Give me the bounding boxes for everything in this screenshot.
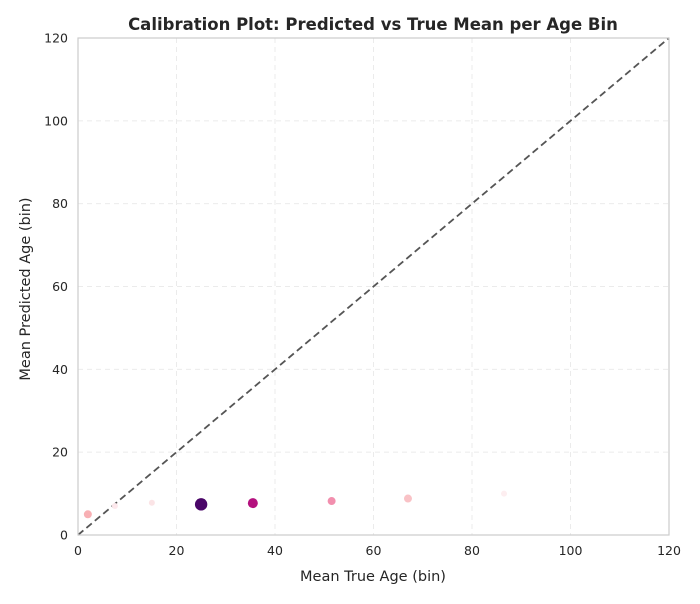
reference-line-layer [77, 37, 670, 536]
points-layer [83, 490, 508, 519]
y-tick-label: 80 [52, 196, 68, 211]
x-tick-label: 80 [464, 543, 480, 558]
tick-layer: 0 20 40 60 80 100 120 0 20 40 60 80 100 120 [44, 31, 681, 559]
y-tick-label: 40 [52, 362, 68, 377]
plot-frame [77, 37, 670, 536]
y-tick-label: 60 [52, 279, 68, 294]
identity-reference-line [77, 37, 670, 536]
scatter-point [148, 499, 155, 506]
x-tick-label: 60 [366, 543, 382, 558]
y-tick-label: 120 [44, 31, 68, 46]
y-tick-label: 0 [60, 528, 68, 543]
grid-layer [78, 38, 669, 535]
x-tick-label: 100 [559, 543, 583, 558]
scatter-point [403, 494, 412, 503]
scatter-point [501, 490, 508, 497]
x-tick-label: 0 [74, 543, 82, 558]
scatter-point [83, 510, 92, 519]
x-tick-label: 120 [657, 543, 681, 558]
y-tick-label: 100 [44, 113, 68, 128]
x-tick-label: 40 [267, 543, 283, 558]
scatter-point [194, 498, 208, 511]
scatter-point [111, 503, 118, 510]
chart-title: Calibration Plot: Predicted vs True Mean… [128, 15, 618, 34]
x-tick-label: 20 [169, 543, 185, 558]
y-axis-label: Mean Predicted Age (bin) [18, 197, 34, 380]
x-axis-label: Mean True Age (bin) [300, 569, 446, 585]
scatter-point [327, 497, 336, 506]
y-tick-label: 20 [52, 445, 68, 460]
scatter-point [247, 498, 258, 509]
